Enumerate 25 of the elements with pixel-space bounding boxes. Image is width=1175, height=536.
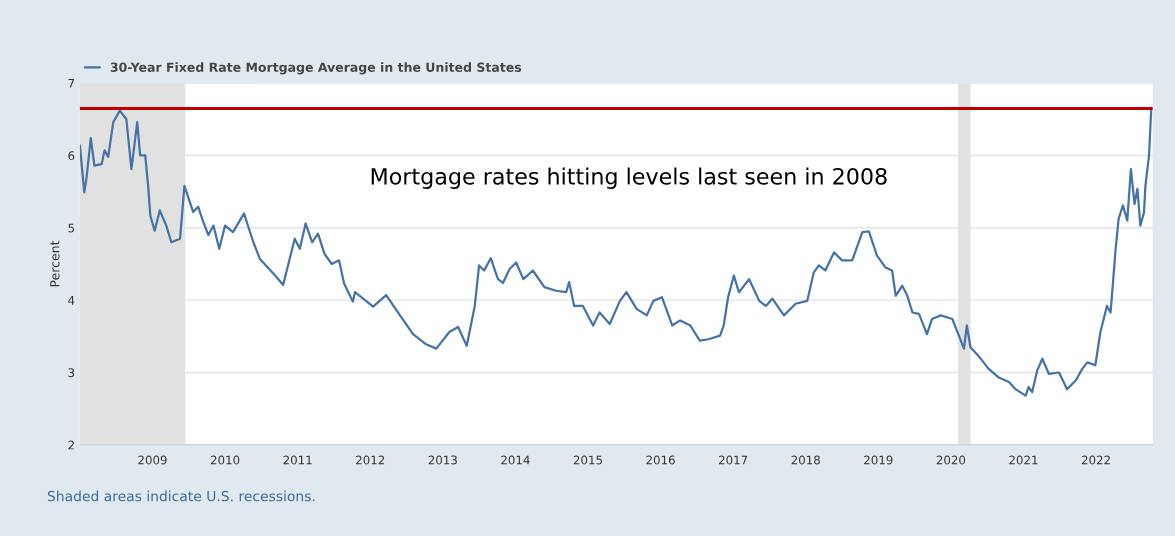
- x-tick-label: 2019: [864, 455, 893, 465]
- x-tick-label: 2014: [501, 455, 530, 465]
- y-tick-label: 4: [68, 296, 75, 305]
- x-tick-label: 2011: [283, 455, 312, 465]
- annotation: Mortgage rates hitting levels last seen in 2008: [371, 167, 887, 190]
- x-tick-label: 2020: [936, 455, 966, 465]
- x-tick-label: 2022: [1081, 455, 1110, 465]
- x-tick-label: 2009: [138, 455, 167, 465]
- y-tick-label: 2: [68, 440, 74, 450]
- y-tick-label: 6: [68, 151, 75, 161]
- text: Shaded areas indicate U.S. recessions.: [47, 490, 315, 502]
- y-tick-label: 3: [68, 368, 75, 378]
- x-tick-label: 2015: [573, 455, 602, 465]
- x-tick-label: 2017: [718, 455, 748, 465]
- legend-label: 30-Year Fixed Rate Mortgage Average in the United States: [110, 62, 522, 75]
- line-series: [79, 108, 1153, 397]
- x-tick-label: 2016: [646, 455, 675, 465]
- x-tick-label: 2021: [1009, 455, 1038, 465]
- x-tick-label: 2010: [210, 455, 240, 465]
- x-tick-label: 2012: [356, 455, 385, 465]
- y-tick-label: 5: [68, 223, 75, 233]
- y-axis-title: Percent: [50, 240, 60, 287]
- y-tick-label: 7: [68, 78, 75, 88]
- x-tick-label: 2013: [428, 455, 457, 465]
- x-tick-label: 2018: [791, 455, 820, 465]
